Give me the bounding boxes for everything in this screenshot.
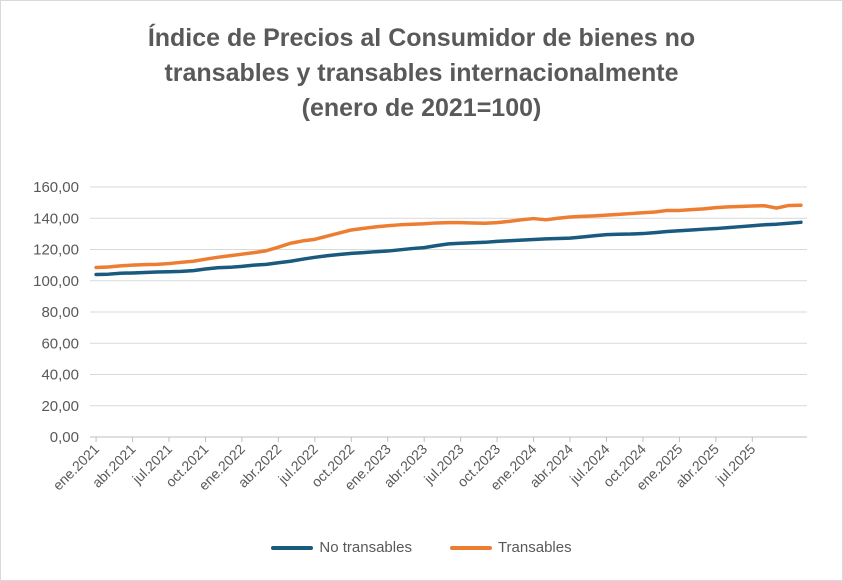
y-tick-label: 40,00 bbox=[41, 367, 79, 384]
y-tick-label: 100,00 bbox=[33, 273, 79, 290]
y-tick-label: 0,00 bbox=[50, 429, 79, 446]
y-tick-label: 80,00 bbox=[41, 304, 79, 321]
chart-title-line-3: (enero de 2021=100) bbox=[301, 94, 542, 122]
legend-label-transables: Transables bbox=[497, 539, 572, 556]
y-tick-label: 160,00 bbox=[33, 179, 79, 196]
y-tick-label: 120,00 bbox=[33, 242, 79, 259]
chart-title-line-2: transables y transables internacionalmen… bbox=[164, 59, 679, 87]
legend-swatch-transables bbox=[449, 545, 492, 550]
legend-label-no-transables: No transables bbox=[319, 539, 412, 556]
legend-item-no-transables: No transables bbox=[271, 539, 412, 556]
chart-title-line-1: Índice de Precios al Consumidor de biene… bbox=[147, 24, 696, 52]
x-tick-label: jul.2025 bbox=[712, 441, 759, 488]
series-line-no-transables bbox=[94, 220, 803, 277]
y-tick-label: 140,00 bbox=[33, 210, 79, 227]
series-line-transables bbox=[94, 203, 803, 270]
line-chart: 0,00 20,00 40,00 60,00 80,00 100,00 120,00 140,… bbox=[33, 179, 807, 493]
legend-item-transables: Transables bbox=[449, 539, 572, 556]
legend: No transables Transables bbox=[1, 539, 842, 556]
y-tick-label: 20,00 bbox=[41, 398, 79, 415]
chart-title: Índice de Precios al Consumidor de biene… bbox=[1, 21, 842, 126]
y-tick-label: 60,00 bbox=[41, 335, 79, 352]
legend-swatch-no-transables bbox=[271, 545, 314, 550]
